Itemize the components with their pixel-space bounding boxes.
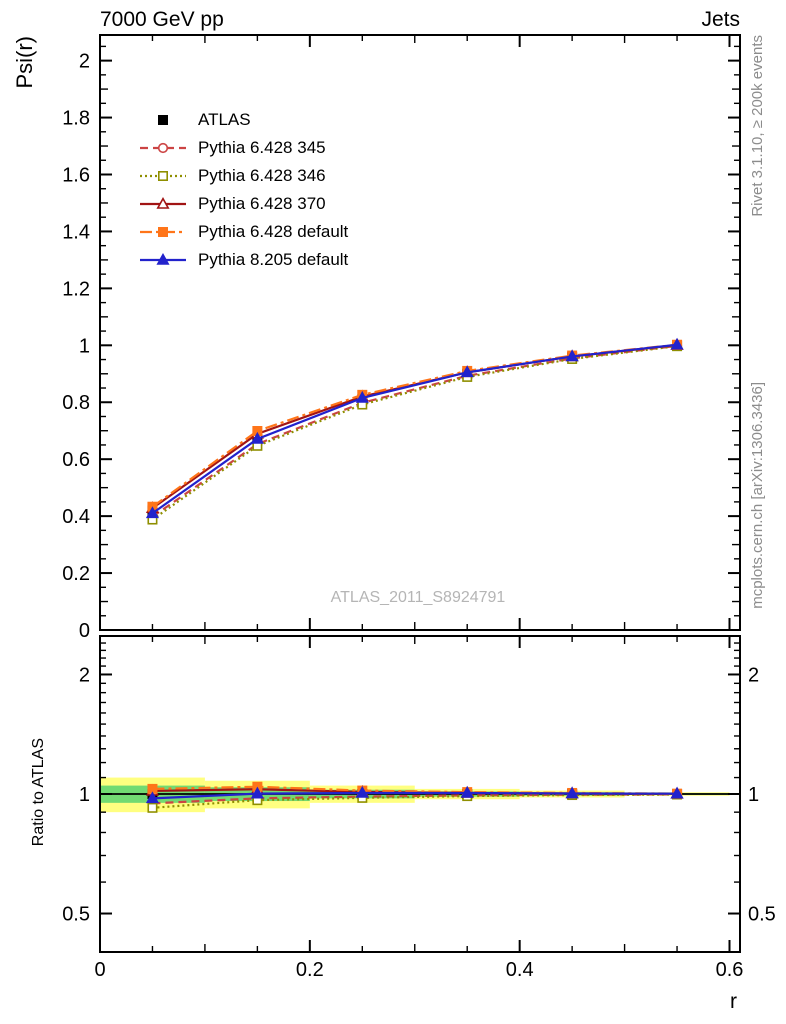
svg-text:0.6: 0.6 xyxy=(716,959,744,981)
svg-text:1.2: 1.2 xyxy=(62,278,90,300)
rivet-version-note: Rivet 3.1.10, ≥ 200k events xyxy=(749,35,766,217)
legend-item-atlas: ATLAS xyxy=(138,106,348,134)
svg-text:0.2: 0.2 xyxy=(296,959,324,981)
legend-marker-pythia-6-428-346-icon xyxy=(140,171,186,181)
main-series-pythia-6-428-370 xyxy=(145,337,684,513)
main-series-pythia-8-205-default xyxy=(145,337,684,519)
ratio-series-pythia-8-205-default xyxy=(145,785,684,804)
svg-text:1.6: 1.6 xyxy=(62,164,90,186)
legend-item-pythia-6-428-346: Pythia 6.428 346 xyxy=(138,162,348,190)
svg-text:0: 0 xyxy=(94,959,105,981)
svg-text:0.2: 0.2 xyxy=(62,563,90,585)
legend-label: Pythia 6.428 345 xyxy=(198,138,326,157)
main-series-atlas xyxy=(147,340,683,516)
main-x-axis-ticks xyxy=(99,35,731,630)
legend-marker-pythia-8-205-default-icon xyxy=(140,252,186,265)
svg-text:0.4: 0.4 xyxy=(62,506,90,528)
legend-label: ATLAS xyxy=(198,110,251,129)
legend-label: Pythia 6.428 default xyxy=(198,222,349,241)
legend-label: Pythia 6.428 346 xyxy=(198,166,326,185)
svg-text:0: 0 xyxy=(79,620,90,642)
svg-text:0.4: 0.4 xyxy=(506,959,534,981)
svg-text:1: 1 xyxy=(79,784,90,806)
mcplots-attribution-note: mcplots.cern.ch [arXiv:1306.3436] xyxy=(749,382,766,609)
svg-text:2: 2 xyxy=(79,664,90,686)
analysis-id-watermark: ATLAS_2011_S8924791 xyxy=(330,589,506,606)
main-y-axis-title: Psi(r) xyxy=(12,36,37,89)
ratio-y-axis-title: Ratio to ATLAS xyxy=(30,738,47,847)
legend-item-pythia-6-428-345: Pythia 6.428 345 xyxy=(138,134,348,162)
x-axis-title: r xyxy=(730,990,737,1013)
main-series-pythia-6-428-345 xyxy=(147,340,683,522)
svg-text:2: 2 xyxy=(748,664,759,686)
main-y-axis-ticks: 0 0.2 0.4 0.6 0.8 1 1.2 1.4 1.6 1.8 2 xyxy=(62,45,740,642)
svg-text:1.8: 1.8 xyxy=(62,108,90,130)
legend-marker-atlas-icon xyxy=(157,115,168,125)
legend-item-pythia-6-428-default: Pythia 6.428 default xyxy=(138,218,348,246)
legend-label: Pythia 8.205 default xyxy=(198,250,349,269)
legend-marker-pythia-6-428-370-icon xyxy=(140,196,186,209)
legend-label: Pythia 6.428 370 xyxy=(198,194,326,213)
title-beam-energy: 7000 GeV pp xyxy=(100,8,224,31)
svg-text:0.5: 0.5 xyxy=(748,904,776,926)
legend: ATLAS Pythia 6.428 345 Pythia 6.428 346 Pyt… xyxy=(138,106,348,274)
svg-text:0.8: 0.8 xyxy=(62,392,90,414)
svg-text:0.5: 0.5 xyxy=(62,904,90,926)
legend-item-pythia-8-205-default: Pythia 8.205 default xyxy=(138,246,348,274)
main-series-pythia-6-428-346 xyxy=(147,341,683,525)
title-analysis-group: Jets xyxy=(701,8,740,31)
svg-text:2: 2 xyxy=(79,51,90,73)
main-series-pythia-6-428-default xyxy=(147,339,683,512)
legend-marker-pythia-6-428-default-icon xyxy=(140,227,186,237)
svg-text:1: 1 xyxy=(748,784,759,806)
legend-marker-pythia-6-428-345-icon xyxy=(140,142,186,154)
svg-text:0.6: 0.6 xyxy=(62,449,90,471)
svg-text:1.4: 1.4 xyxy=(62,221,90,243)
legend-item-pythia-6-428-370: Pythia 6.428 370 xyxy=(138,190,348,218)
svg-text:1: 1 xyxy=(79,335,90,357)
ratio-x-axis-ticks: 0 0.2 0.4 0.6 xyxy=(94,636,743,981)
